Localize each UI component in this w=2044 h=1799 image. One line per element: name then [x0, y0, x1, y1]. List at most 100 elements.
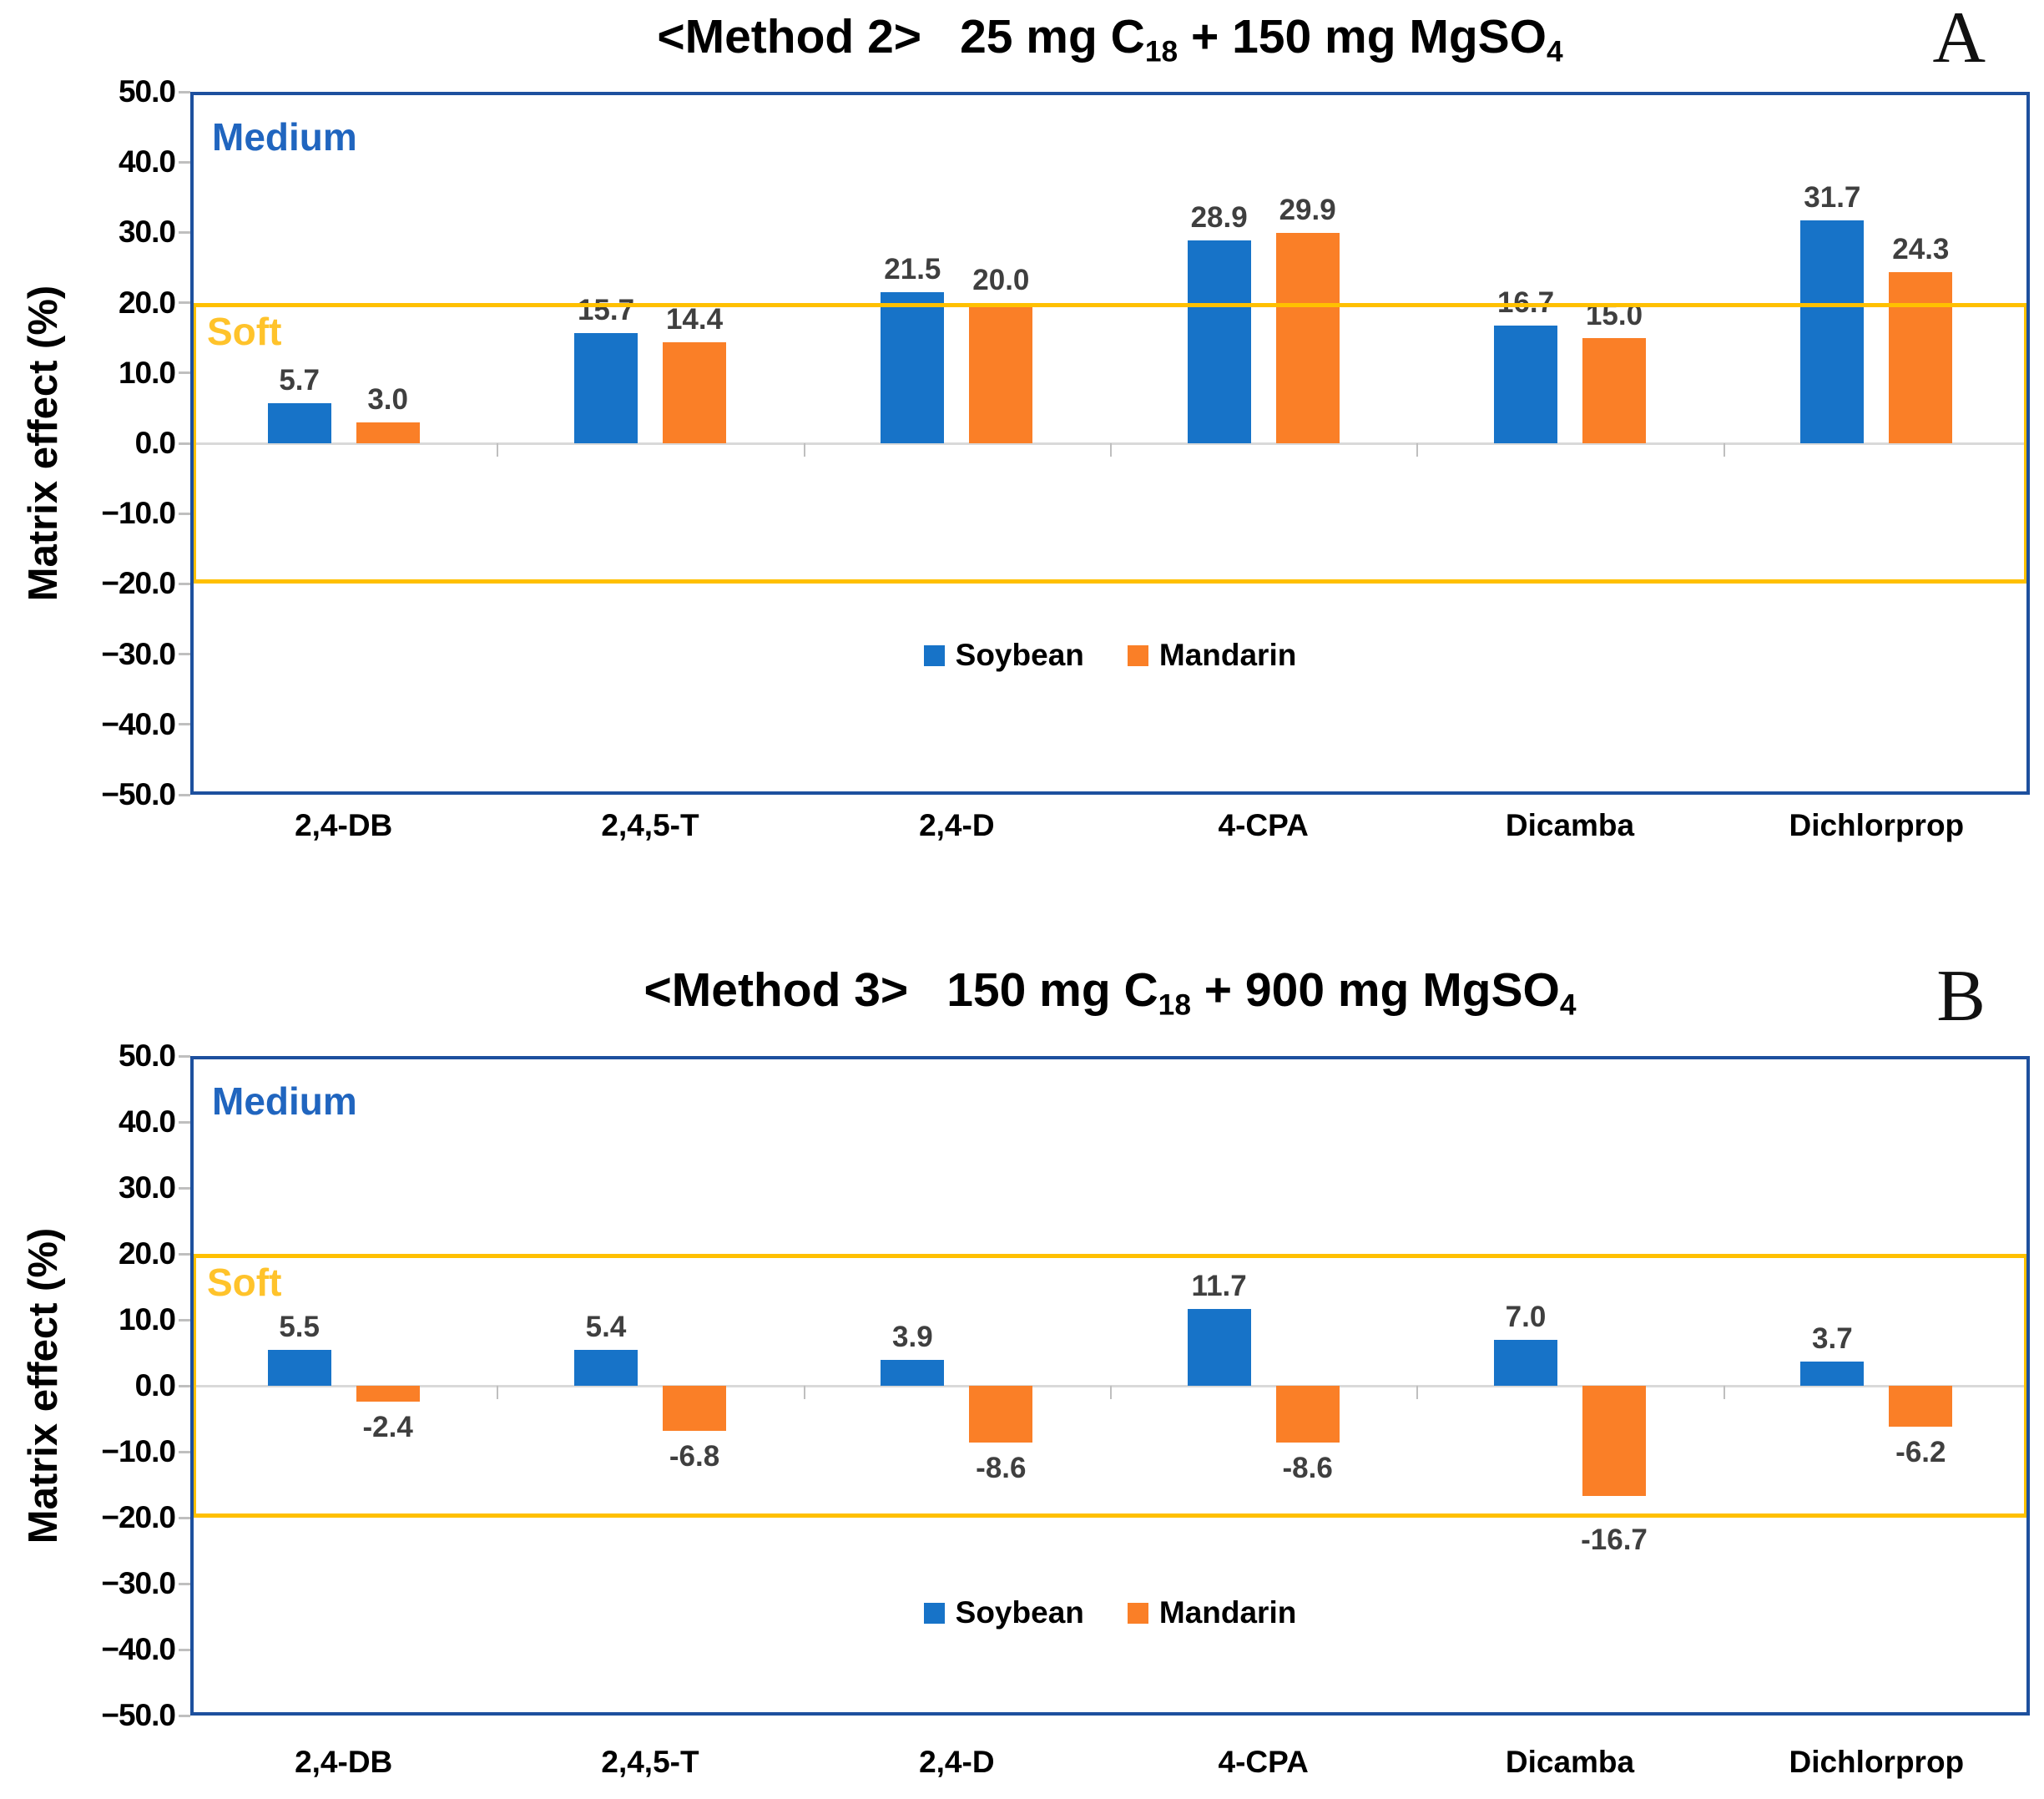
y-tick-label: 30.0	[118, 215, 176, 250]
y-tick-label: −10.0	[101, 496, 176, 531]
legend-swatch-mandarin	[1127, 644, 1148, 666]
y-tick-label: 0.0	[134, 1368, 176, 1402]
bar-mandarin	[663, 1386, 726, 1431]
category-tick-mark	[497, 1386, 499, 1399]
y-tick-mark	[179, 582, 190, 585]
legend-label: Soybean	[955, 1595, 1084, 1630]
bar-soybean	[1494, 326, 1557, 443]
bar-soybean	[1187, 1308, 1251, 1386]
value-label: 5.7	[279, 364, 320, 397]
category-label: 2,4-D	[919, 1745, 995, 1779]
y-tick-mark	[179, 653, 190, 656]
bar-soybean	[574, 332, 638, 443]
legend-label: Mandarin	[1158, 638, 1297, 672]
bar-mandarin	[663, 341, 726, 443]
category-tick-mark	[803, 1386, 805, 1399]
formula-text: 25 mg C	[960, 10, 1145, 63]
y-tick-mark	[179, 371, 190, 375]
formula-subscript: 4	[1547, 35, 1563, 68]
legend-label: Mandarin	[1158, 1595, 1297, 1630]
y-tick-mark	[179, 1648, 190, 1651]
value-label: -2.4	[362, 1410, 413, 1443]
bar-mandarin	[1582, 337, 1646, 443]
category-label: 2,4-DB	[295, 808, 393, 842]
category-tick-mark	[1110, 443, 1112, 457]
y-tick-mark	[179, 1120, 190, 1124]
medium-region-label: Medium	[212, 115, 357, 159]
bar-mandarin	[1275, 1386, 1340, 1443]
category-label: 2,4-DB	[295, 1745, 393, 1779]
category-tick-mark	[1723, 443, 1725, 457]
formula-text: + 900 mg MgSO	[1190, 963, 1560, 1017]
legend: Soybean Mandarin	[190, 638, 2030, 673]
y-tick-label: −30.0	[101, 636, 176, 671]
value-label: 5.5	[279, 1310, 320, 1343]
value-label: 5.4	[585, 1311, 627, 1344]
value-label: 15.0	[1585, 298, 1643, 331]
y-tick-label: −20.0	[101, 566, 176, 601]
y-tick-label: 10.0	[118, 1302, 176, 1337]
panel-a: <Method 2> 25 mg C18 + 150 mg MgSO4 A Mat…	[21, 0, 2030, 842]
legend-label: Soybean	[955, 638, 1084, 672]
formula-label: 150 mg C18 + 900 mg MgSO4	[946, 963, 1576, 1022]
bar-soybean	[881, 1360, 945, 1386]
value-label: -6.8	[669, 1439, 720, 1473]
bar-mandarin	[356, 1386, 420, 1402]
category-tick-mark	[497, 443, 499, 457]
category-label: Dichlorprop	[1789, 808, 1965, 842]
category-label: 2,4,5-T	[601, 1745, 699, 1779]
y-tick-mark	[179, 90, 190, 93]
bar-mandarin	[1582, 1386, 1646, 1496]
y-tick-mark	[179, 160, 190, 164]
y-tick-mark	[179, 1450, 190, 1453]
medium-region-label: Medium	[212, 1079, 357, 1123]
chart-title: <Method 2> 25 mg C18 + 150 mg MgSO4	[190, 10, 2030, 69]
legend-item: Soybean	[923, 638, 1084, 673]
corner-label-b: B	[1936, 956, 1986, 1037]
y-tick-mark	[179, 230, 190, 234]
formula-text: + 150 mg MgSO	[1178, 10, 1547, 63]
category-label: 4-CPA	[1218, 1745, 1309, 1779]
y-tick-label: −20.0	[101, 1500, 176, 1534]
formula-text: 150 mg C	[946, 963, 1158, 1017]
bar-soybean	[1187, 240, 1251, 443]
bar-mandarin	[356, 422, 420, 443]
value-label: -16.7	[1581, 1524, 1648, 1556]
value-label: 28.9	[1190, 200, 1248, 234]
legend-item: Mandarin	[1127, 1595, 1297, 1630]
formula-label: 25 mg C18 + 150 mg MgSO4	[960, 10, 1563, 68]
value-label: -6.2	[1895, 1435, 1946, 1468]
category-label: Dicamba	[1505, 1745, 1635, 1779]
value-label: 11.7	[1191, 1269, 1247, 1302]
value-label: 21.5	[884, 252, 941, 286]
y-tick-label: 20.0	[118, 285, 176, 320]
y-tick-label: 40.0	[118, 1104, 176, 1139]
y-tick-mark	[179, 1714, 190, 1717]
category-label: 2,4-D	[919, 808, 995, 842]
value-label: 7.0	[1505, 1300, 1547, 1333]
corner-label-a: A	[1932, 0, 1986, 78]
y-tick-label: 20.0	[118, 1236, 176, 1271]
y-tick-label: 30.0	[118, 1170, 176, 1205]
category-tick-mark	[803, 443, 805, 457]
bar-mandarin	[1889, 1386, 1953, 1427]
y-tick-mark	[179, 442, 190, 445]
y-tick-mark	[179, 1318, 190, 1321]
y-tick-label: −50.0	[101, 1698, 176, 1732]
formula-subscript: 18	[1158, 988, 1191, 1022]
formula-subscript: 4	[1559, 988, 1577, 1022]
y-tick-label: 50.0	[118, 1038, 176, 1073]
bar-mandarin	[969, 302, 1033, 443]
category-label: 4-CPA	[1218, 808, 1309, 842]
bar-soybean	[574, 1350, 638, 1386]
soft-region-label: Soft	[207, 309, 282, 353]
y-tick-mark	[179, 1054, 190, 1058]
y-tick-mark	[179, 1186, 190, 1190]
y-tick-label: 40.0	[118, 144, 176, 179]
y-tick-mark	[179, 1252, 190, 1256]
bar-soybean	[1800, 220, 1865, 443]
y-tick-mark	[179, 1516, 190, 1519]
method-label: <Method 3>	[643, 963, 909, 1017]
y-tick-label: 10.0	[118, 355, 176, 390]
formula-subscript: 18	[1144, 35, 1178, 68]
